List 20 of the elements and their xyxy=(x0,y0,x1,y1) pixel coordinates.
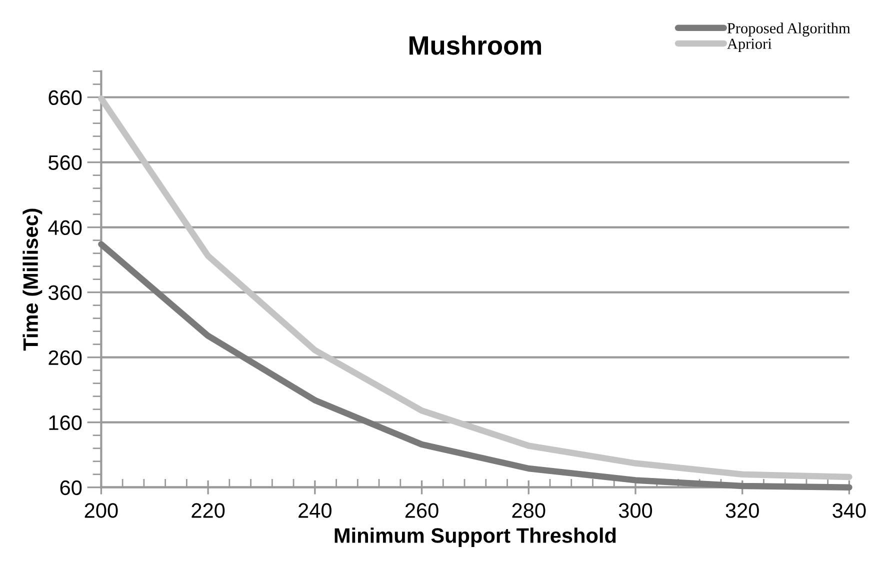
x-axis-title: Minimum Support Threshold xyxy=(334,528,616,548)
x-tick-label: 340 xyxy=(832,503,866,518)
x-tick-label: 280 xyxy=(512,503,546,518)
y-tick-label: 160 xyxy=(49,415,82,430)
y-axis-title: Time (Millisec) xyxy=(22,208,42,351)
legend-label: Proposed Algorithm xyxy=(727,22,850,37)
y-tick-label: 260 xyxy=(48,350,82,366)
y-tick-label: 660 xyxy=(48,90,82,106)
x-tick-label: 300 xyxy=(618,503,652,518)
x-tick-label: 220 xyxy=(192,503,225,518)
y-tick-label: 60 xyxy=(60,480,82,496)
x-tick-label: 260 xyxy=(405,503,438,518)
legend-label: Apriori xyxy=(727,38,772,52)
y-tick-label: 460 xyxy=(48,220,82,236)
x-tick-label: 200 xyxy=(84,503,118,518)
y-tick-label: 560 xyxy=(48,155,82,170)
y-tick-label: 360 xyxy=(48,285,82,300)
chart-title: Mushroom xyxy=(410,35,541,55)
x-tick-label: 240 xyxy=(298,503,332,518)
x-tick-label: 320 xyxy=(726,503,759,518)
